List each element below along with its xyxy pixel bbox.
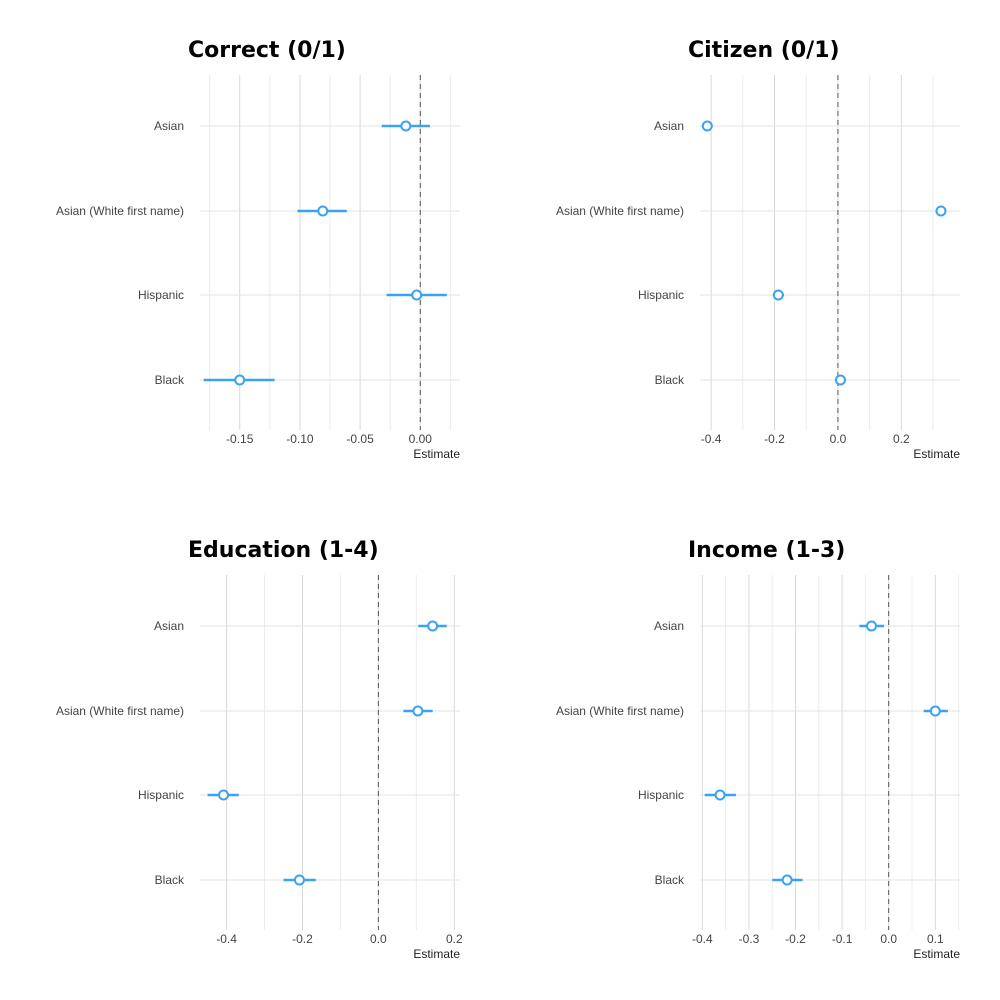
category-label: Asian (White first name): [556, 204, 684, 218]
estimate-marks: [701, 120, 947, 386]
gridlines: [700, 575, 960, 930]
x-tick-label: -0.4: [701, 432, 722, 446]
point-estimate: [218, 789, 230, 801]
x-tick-label: -0.4: [692, 932, 713, 946]
gridlines: [200, 575, 460, 930]
point-estimate: [400, 120, 412, 132]
point-estimate: [317, 205, 329, 217]
x-tick-label: 0.00: [409, 432, 433, 446]
point-estimate: [412, 705, 424, 717]
point-estimate: [781, 874, 793, 886]
x-tick-label: -0.2: [764, 432, 785, 446]
category-label: Black: [155, 373, 185, 387]
panel-title: Correct (0/1): [188, 38, 346, 63]
x-axis-label: Estimate: [913, 447, 960, 461]
x-tick-label: -0.1: [832, 932, 853, 946]
estimate-marks: [203, 120, 447, 386]
x-tick-label: 0.2: [446, 932, 463, 946]
point-estimate: [929, 705, 941, 717]
y-tick-labels: Asian Asian (White first name) Hispanic Bla…: [56, 619, 185, 887]
category-label: Asian: [654, 119, 684, 133]
category-label: Hispanic: [138, 288, 184, 302]
x-tick-label: 0.2: [893, 432, 910, 446]
x-tick-labels: -0.4 -0.2 0.0 0.2: [216, 932, 463, 946]
category-label: Asian (White first name): [556, 704, 684, 718]
category-label: Asian: [154, 119, 184, 133]
y-tick-labels: Asian Asian (White first name) Hispanic Bla…: [556, 619, 685, 887]
panel-title: Citizen (0/1): [688, 38, 840, 63]
point-estimate: [234, 374, 246, 386]
category-label: Hispanic: [638, 288, 684, 302]
x-tick-label: -0.15: [226, 432, 254, 446]
x-tick-label: -0.2: [292, 932, 313, 946]
point-estimate: [427, 620, 439, 632]
gridlines: [700, 75, 960, 430]
x-tick-labels: -0.15 -0.10 -0.05 0.00: [226, 432, 432, 446]
x-axis-label: Estimate: [913, 947, 960, 961]
x-tick-labels: -0.4 -0.2 0.0 0.2: [701, 432, 910, 446]
point-estimate: [411, 289, 423, 301]
panel-correct: Correct (0/1) Asian Asian (White first na…: [56, 38, 460, 461]
x-tick-label: -0.4: [216, 932, 237, 946]
gridlines: [200, 75, 460, 430]
point-estimate: [293, 874, 305, 886]
x-tick-label: 0.0: [830, 432, 847, 446]
panel-income: Income (1-3) Asian Asian (White first nam…: [556, 538, 960, 961]
category-label: Hispanic: [638, 788, 684, 802]
x-axis-label: Estimate: [413, 947, 460, 961]
y-tick-labels: Asian Asian (White first name) Hispanic Bla…: [556, 119, 685, 387]
estimate-marks: [207, 620, 447, 886]
x-tick-label: 0.1: [927, 932, 944, 946]
point-estimate: [865, 620, 877, 632]
point-estimate: [772, 289, 784, 301]
category-label: Black: [655, 873, 685, 887]
panel-title: Education (1-4): [188, 538, 379, 563]
point-estimate: [701, 120, 713, 132]
point-estimate: [935, 205, 947, 217]
category-label: Asian (White first name): [56, 204, 184, 218]
point-estimate: [714, 789, 726, 801]
x-tick-label: -0.3: [739, 932, 760, 946]
category-label: Black: [655, 373, 685, 387]
category-label: Asian: [654, 619, 684, 633]
estimate-marks: [704, 620, 948, 886]
panel-education: Education (1-4) Asian Asian (White first …: [56, 538, 463, 961]
x-tick-label: -0.10: [286, 432, 314, 446]
x-tick-labels: -0.4 -0.3 -0.2 -0.1 0.0 0.1: [692, 932, 944, 946]
point-estimate: [834, 374, 846, 386]
y-tick-labels: Asian Asian (White first name) Hispanic Bla…: [56, 119, 185, 387]
x-tick-label: -0.2: [785, 932, 806, 946]
category-label: Asian: [154, 619, 184, 633]
panel-title: Income (1-3): [688, 538, 845, 563]
x-tick-label: 0.0: [370, 932, 387, 946]
category-label: Black: [155, 873, 185, 887]
panel-citizen: Citizen (0/1) Asian Asian (White first na…: [556, 38, 960, 461]
x-tick-label: -0.05: [346, 432, 374, 446]
category-label: Hispanic: [138, 788, 184, 802]
x-tick-label: 0.0: [880, 932, 897, 946]
x-axis-label: Estimate: [413, 447, 460, 461]
category-label: Asian (White first name): [56, 704, 184, 718]
